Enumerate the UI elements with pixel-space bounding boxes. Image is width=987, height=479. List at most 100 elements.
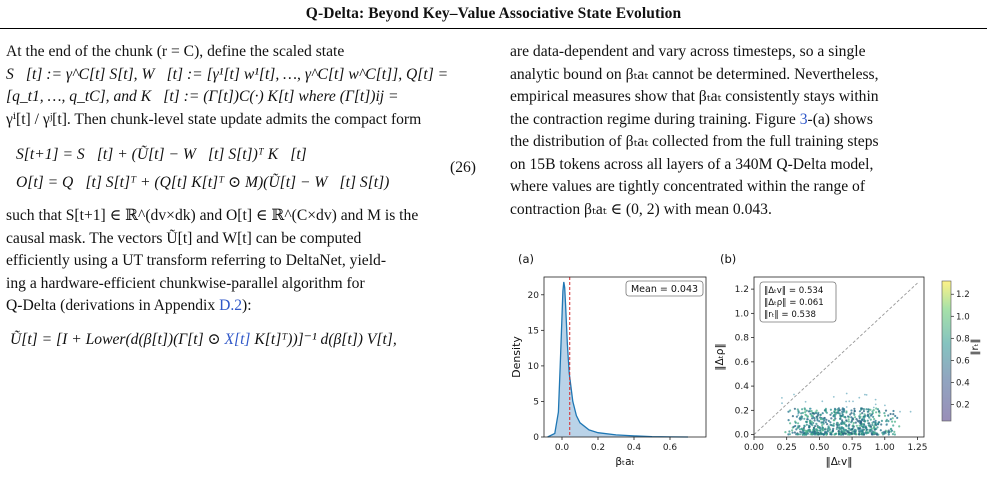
scatter-point	[862, 433, 866, 436]
scatter-point	[880, 423, 883, 426]
text-line: analytic bound on βₜaₜ cannot be determi…	[510, 65, 879, 83]
scatter-point	[881, 433, 885, 436]
scatter-point	[829, 433, 832, 436]
scatter-point	[806, 432, 809, 435]
text-line: γⁱ[t] / γʲ[t]. Then chunk-level state up…	[6, 110, 422, 128]
scatter-point	[872, 406, 875, 409]
scatter-point	[802, 426, 805, 429]
scatter-point	[845, 406, 848, 408]
scatter-point	[797, 414, 799, 417]
scatter-point	[891, 420, 894, 423]
scatter-point	[801, 415, 804, 418]
scatter-point	[861, 407, 864, 410]
scatter-point	[820, 421, 823, 424]
paragraph-chunk-definition: At the end of the chunk (r = C), define …	[6, 41, 476, 131]
scatter-point	[813, 430, 816, 433]
scatter-point	[853, 413, 856, 416]
scatter-point	[892, 424, 895, 427]
appendix-link[interactable]: D.2	[219, 297, 243, 314]
y-tick-label: 1.2	[735, 285, 749, 295]
scatter-point	[807, 428, 810, 431]
scatter-point	[798, 428, 802, 431]
text-line: At the end of the chunk (r = C), define …	[6, 43, 345, 60]
scatter-point	[837, 422, 840, 425]
scatter-point	[891, 417, 894, 420]
text-line: Q-Delta (derivations in Appendix	[6, 297, 220, 314]
scatter-point	[889, 418, 892, 421]
scatter-point	[810, 423, 813, 426]
scatter-point	[821, 424, 824, 427]
scatter-point	[862, 410, 865, 413]
figure-link[interactable]: 3	[799, 110, 808, 128]
scatter-point	[867, 424, 870, 427]
legend-entry: ‖Δₜρ‖ = 0.061	[764, 298, 824, 308]
scatter-point	[793, 407, 796, 410]
scatter-point	[824, 418, 826, 420]
right-column: are data-dependent and vary across times…	[510, 41, 984, 221]
plot-frame	[543, 276, 707, 438]
scatter-point	[825, 433, 828, 436]
y-axis-label: Density	[510, 336, 523, 378]
scatter-point	[836, 411, 839, 414]
y-tick-label: 0.0	[735, 431, 750, 441]
scatter-point	[816, 419, 819, 422]
scatter-point	[819, 417, 822, 420]
text-line: the contraction regime during training. …	[510, 110, 800, 128]
scatter-point	[872, 415, 875, 418]
scatter-point	[805, 423, 808, 426]
y-tick-label: 1.0	[735, 309, 750, 319]
scatter-point	[838, 432, 841, 436]
scatter-point	[876, 433, 879, 436]
scatter-point	[794, 421, 797, 424]
scatter-point	[791, 415, 794, 418]
scatter-point	[890, 430, 893, 433]
x-symbol-link[interactable]: X[t]	[224, 330, 251, 348]
scatter-point	[801, 411, 804, 414]
scatter-point	[830, 417, 833, 420]
scatter-point	[891, 433, 895, 436]
scatter-point	[875, 423, 878, 426]
y-axis-label: ‖Δₜρ‖	[714, 343, 726, 370]
scatter-point	[872, 430, 875, 434]
scatter-point	[826, 423, 829, 426]
scatter-point	[791, 431, 794, 434]
scatter-point	[845, 419, 848, 422]
scatter-point	[870, 433, 873, 436]
scatter-point	[854, 430, 857, 433]
scatter-point	[874, 419, 877, 422]
colorbar-tick-label: 0.8	[956, 334, 970, 344]
y-tick-label: 15	[528, 326, 539, 336]
density-area	[547, 282, 688, 437]
legend-entry: ‖Δₜv‖ = 0.534	[764, 286, 823, 296]
scatter-point	[801, 433, 804, 436]
scatter-point	[827, 419, 830, 422]
scatter-point	[838, 423, 841, 426]
scatter-point	[858, 396, 861, 399]
scatter-point	[876, 426, 879, 429]
scatter-point	[898, 425, 901, 428]
scatter-point	[854, 416, 857, 419]
scatter-point	[853, 428, 856, 431]
scatter-point	[860, 424, 863, 427]
scatter-point	[807, 418, 809, 421]
scatter-point	[824, 409, 827, 412]
scatter-point	[853, 407, 856, 410]
scatter-point	[815, 428, 818, 431]
scatter-point	[866, 419, 869, 422]
scatter-point	[887, 414, 890, 417]
text-line: ing a hardware-efficient chunkwise-paral…	[6, 274, 365, 292]
scatter-point	[874, 423, 877, 426]
scatter-point	[819, 429, 822, 432]
scatter-point	[858, 410, 861, 413]
scatter-point	[885, 420, 888, 423]
colorbar-tick-label: 0.2	[956, 400, 970, 410]
scatter-point	[890, 427, 893, 430]
scatter-point	[789, 409, 792, 412]
scatter-point	[860, 429, 862, 432]
scatter-point	[875, 407, 878, 410]
scatter-point	[817, 426, 820, 429]
text-line: are data-dependent and vary across times…	[510, 43, 866, 60]
scatter-point	[823, 428, 826, 431]
scatter-point	[846, 430, 849, 434]
scatter-point	[887, 420, 890, 423]
